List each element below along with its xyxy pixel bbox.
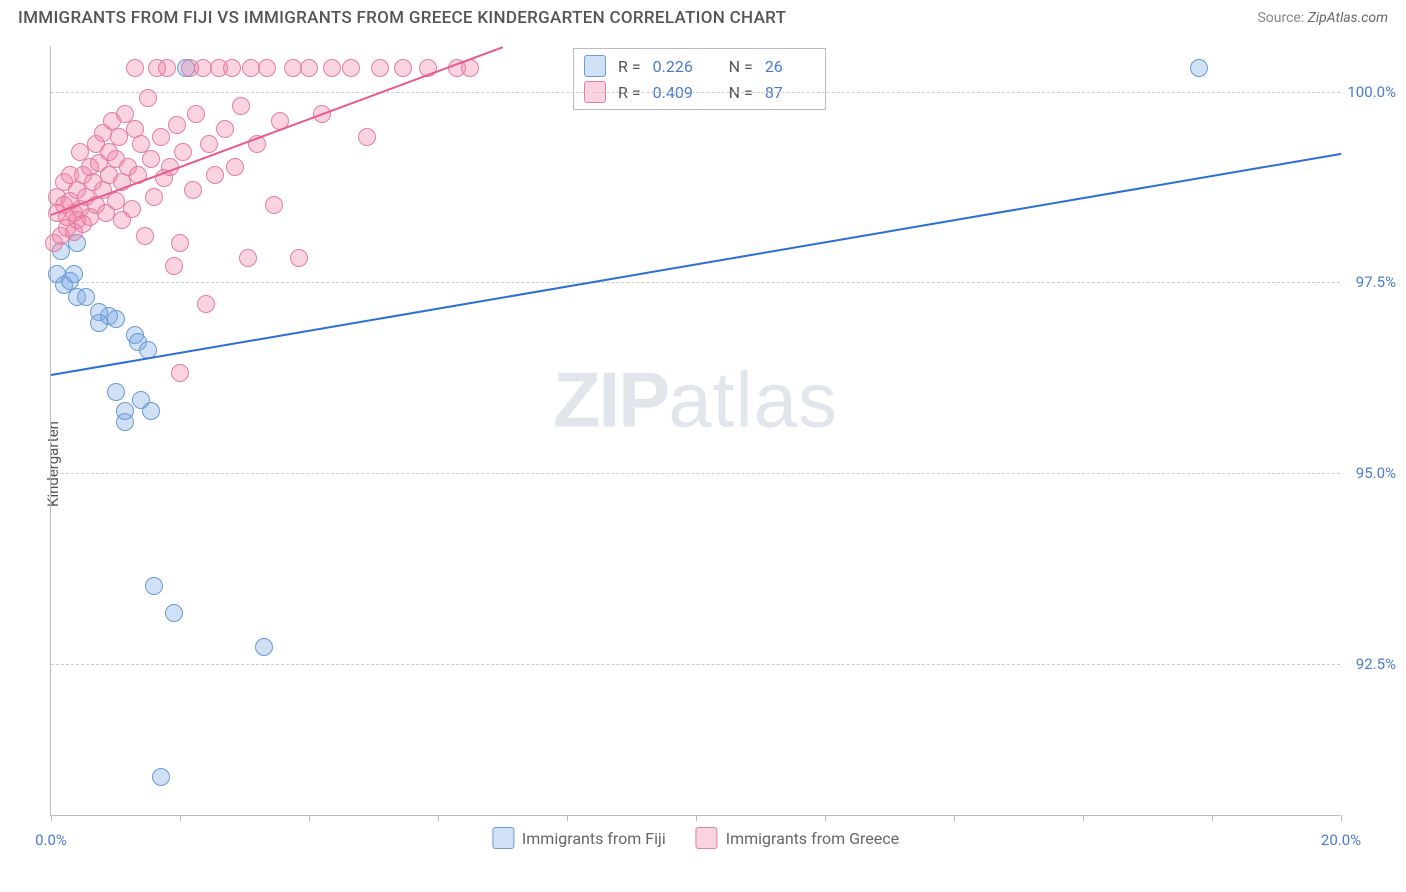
scatter-point xyxy=(165,604,183,622)
r-legend-box: R = 0.226N = 26R = 0.409N = 87 xyxy=(573,48,826,110)
scatter-point xyxy=(300,59,318,77)
scatter-point xyxy=(358,128,376,146)
legend-r-value: 0.226 xyxy=(653,57,703,76)
scatter-point xyxy=(200,135,218,153)
gridline xyxy=(51,664,1340,665)
watermark-light: atlas xyxy=(668,355,838,443)
scatter-point xyxy=(123,200,141,218)
y-tick-label: 100.0% xyxy=(1347,83,1396,101)
legend-swatch xyxy=(696,827,718,849)
r-legend-row: R = 0.226 N = 26 xyxy=(584,53,815,79)
legend-r-label: R = xyxy=(618,57,641,76)
scatter-point xyxy=(184,181,202,199)
scatter-point xyxy=(142,402,160,420)
scatter-point xyxy=(139,89,157,107)
scatter-point xyxy=(290,249,308,267)
scatter-point xyxy=(206,166,224,184)
scatter-point xyxy=(126,59,144,77)
scatter-point xyxy=(171,364,189,382)
scatter-point xyxy=(394,59,412,77)
gridline xyxy=(51,282,1340,283)
x-tick-label: 0.0% xyxy=(35,831,67,849)
chart-title: IMMIGRANTS FROM FIJI VS IMMIGRANTS FROM … xyxy=(18,8,786,28)
watermark: ZIPatlas xyxy=(553,354,838,445)
scatter-point xyxy=(258,59,276,77)
x-tick xyxy=(567,815,568,821)
scatter-point xyxy=(168,116,186,134)
scatter-point xyxy=(107,310,125,328)
scatter-point xyxy=(145,577,163,595)
plot-area: ZIPatlas R = 0.226N = 26R = 0.409N = 87 … xyxy=(50,46,1340,816)
scatter-point xyxy=(226,158,244,176)
bottom-legend-item: Immigrants from Fiji xyxy=(492,827,666,849)
source-link[interactable]: ZipAtlas.com xyxy=(1308,10,1388,26)
bottom-legend: Immigrants from Fiji Immigrants from Gree… xyxy=(492,827,899,849)
source-label: Source: xyxy=(1257,10,1304,26)
x-tick xyxy=(1083,815,1084,821)
scatter-point xyxy=(371,59,389,77)
scatter-point xyxy=(136,227,154,245)
scatter-point xyxy=(152,768,170,786)
x-tick xyxy=(180,815,181,821)
scatter-point xyxy=(232,97,250,115)
chart-container: Kindergarten ZIPatlas R = 0.226N = 26R =… xyxy=(0,36,1406,892)
legend-n-label: N = xyxy=(729,57,753,76)
x-tick xyxy=(954,815,955,821)
legend-n-value: 26 xyxy=(765,57,815,76)
scatter-point xyxy=(145,188,163,206)
scatter-point xyxy=(142,150,160,168)
bottom-legend-label: Immigrants from Fiji xyxy=(522,829,666,848)
x-tick xyxy=(696,815,697,821)
gridline xyxy=(51,92,1340,93)
chart-header: IMMIGRANTS FROM FIJI VS IMMIGRANTS FROM … xyxy=(0,0,1406,32)
scatter-point xyxy=(223,59,241,77)
scatter-point xyxy=(165,257,183,275)
y-tick-label: 95.0% xyxy=(1356,464,1396,482)
x-tick xyxy=(309,815,310,821)
scatter-point xyxy=(187,105,205,123)
scatter-point xyxy=(255,638,273,656)
gridline xyxy=(51,473,1340,474)
scatter-point xyxy=(323,59,341,77)
watermark-bold: ZIP xyxy=(553,355,668,443)
scatter-point xyxy=(107,383,125,401)
scatter-point xyxy=(158,59,176,77)
x-tick xyxy=(438,815,439,821)
scatter-point xyxy=(197,295,215,313)
scatter-point xyxy=(174,143,192,161)
scatter-point xyxy=(116,402,134,420)
bottom-legend-label: Immigrants from Greece xyxy=(726,829,899,848)
legend-swatch xyxy=(492,827,514,849)
x-tick xyxy=(1212,815,1213,821)
x-tick xyxy=(825,815,826,821)
y-tick-label: 97.5% xyxy=(1356,273,1396,291)
scatter-point xyxy=(1190,59,1208,77)
bottom-legend-item: Immigrants from Greece xyxy=(696,827,899,849)
legend-swatch xyxy=(584,55,606,77)
x-tick-label: 20.0% xyxy=(1321,831,1361,849)
scatter-point xyxy=(152,128,170,146)
y-tick-label: 92.5% xyxy=(1356,655,1396,673)
scatter-point xyxy=(77,288,95,306)
x-tick xyxy=(51,815,52,821)
scatter-point xyxy=(216,120,234,138)
scatter-point xyxy=(265,196,283,214)
scatter-point xyxy=(342,59,360,77)
x-tick xyxy=(1341,815,1342,821)
scatter-point xyxy=(239,249,257,267)
scatter-point xyxy=(171,234,189,252)
source-attribution: Source: ZipAtlas.com xyxy=(1257,10,1388,26)
scatter-point xyxy=(65,265,83,283)
